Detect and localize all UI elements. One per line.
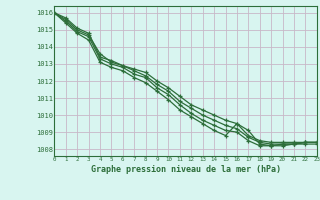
X-axis label: Graphe pression niveau de la mer (hPa): Graphe pression niveau de la mer (hPa) — [91, 165, 281, 174]
